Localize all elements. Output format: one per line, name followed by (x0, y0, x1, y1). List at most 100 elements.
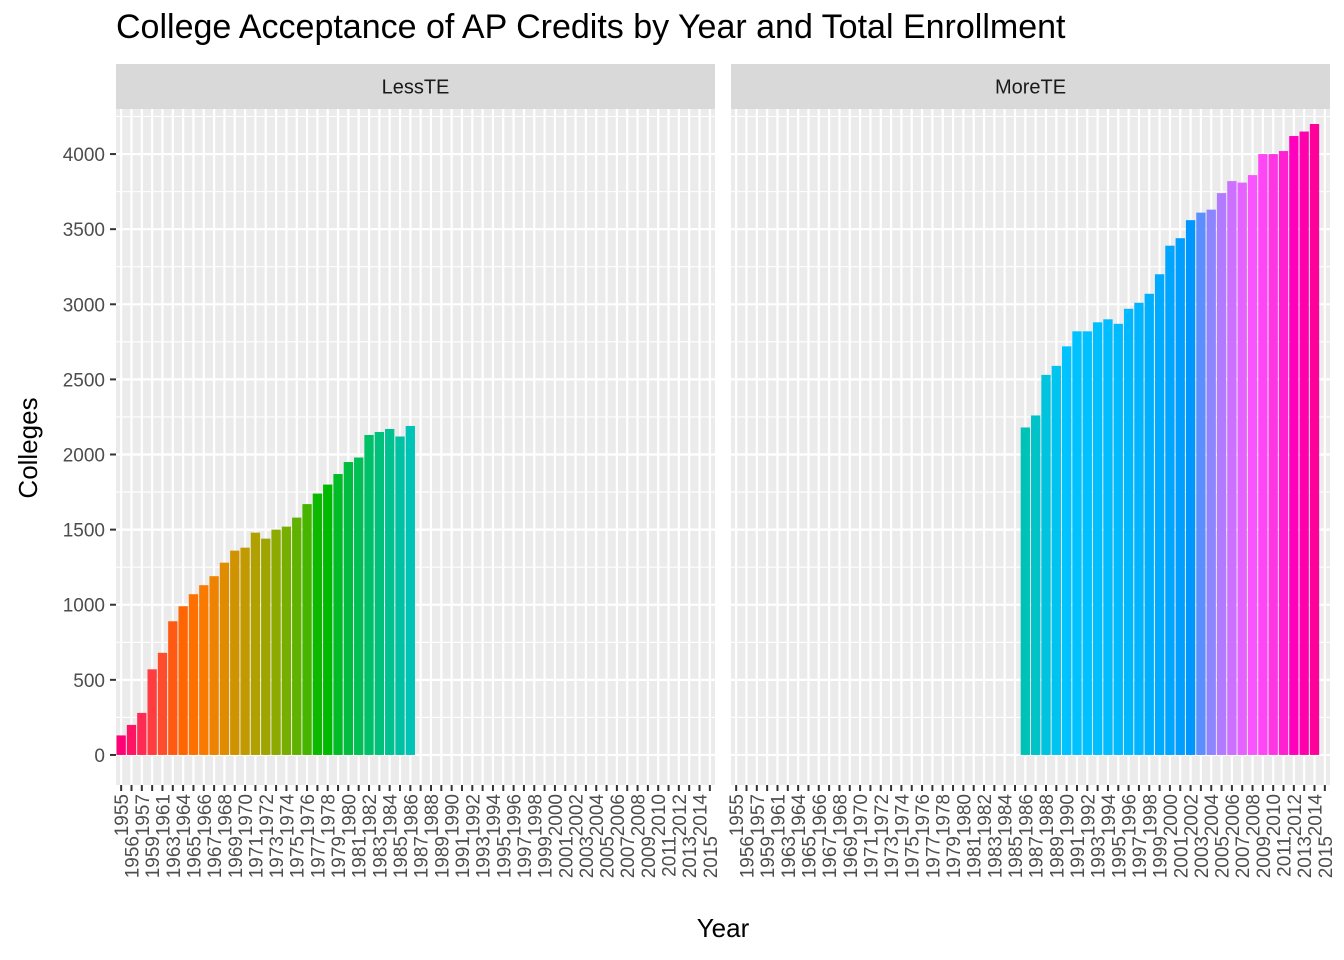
bar-morete-1990 (1061, 346, 1072, 755)
x-tick-label: 2009 (639, 836, 660, 878)
bar-lesste-1955 (116, 735, 126, 755)
bar-morete-2014 (1309, 124, 1320, 755)
y-tick-label: 1500 (63, 521, 105, 542)
bar-morete-2010 (1268, 154, 1278, 755)
x-tick-label: 1965 (184, 836, 205, 878)
x-tick-label: 1977 (923, 836, 944, 878)
x-tick-label: 1969 (226, 836, 247, 878)
x-tick-label: 1970 (851, 794, 872, 836)
x-tick-label: 1983 (985, 836, 1006, 878)
x-tick-label: 1957 (748, 794, 769, 836)
bar-lesste-1979 (333, 474, 343, 755)
bar-morete-2011 (1278, 151, 1289, 755)
bar-lesste-1957 (137, 712, 147, 755)
bar-morete-2003 (1196, 212, 1206, 755)
x-tick-label: 1994 (1099, 794, 1120, 837)
x-tick-label: 1993 (1089, 836, 1110, 878)
bar-morete-2000 (1165, 245, 1175, 755)
x-tick-label: 1986 (1016, 794, 1037, 836)
facet-strip (116, 64, 715, 109)
x-tick-label: 2001 (1171, 836, 1192, 878)
bar-morete-1987 (1031, 415, 1041, 755)
bar-morete-1994 (1103, 319, 1113, 755)
x-tick-label: 2013 (680, 836, 701, 878)
x-tick-label: 2014 (1306, 794, 1327, 837)
x-tick-label: 1972 (872, 794, 893, 836)
x-tick-label: 2007 (1233, 836, 1254, 878)
x-tick-label: 1961 (153, 794, 174, 836)
x-tick-label: 2000 (546, 794, 567, 836)
bar-lesste-1973 (271, 529, 281, 755)
x-tick-label: 1964 (789, 794, 810, 837)
bar-lesste-1956 (126, 724, 137, 755)
x-tick-label: 1988 (1037, 794, 1058, 836)
x-tick-label: 1996 (1120, 794, 1141, 836)
x-tick-label: 1994 (484, 794, 505, 837)
bar-morete-1997 (1134, 302, 1144, 755)
bar-lesste-1969 (230, 550, 240, 755)
bar-lesste-1980 (343, 462, 354, 755)
bar-lesste-1978 (323, 484, 333, 755)
x-tick-label: 2013 (1295, 836, 1316, 878)
x-tick-label: 1983 (370, 836, 391, 878)
x-tick-label: 2003 (577, 836, 598, 878)
x-tick-label: 1996 (505, 794, 526, 836)
bar-morete-2013 (1299, 131, 1309, 755)
x-tick-label: 1997 (1130, 836, 1151, 878)
facet-panel-morete: MoreTE1955195619571959196119631964196519… (727, 64, 1337, 878)
bar-lesste-1975 (292, 517, 302, 755)
x-tick-label: 2003 (1192, 836, 1213, 878)
x-axis-title: Year (697, 913, 750, 943)
bar-lesste-1965 (188, 594, 199, 755)
x-tick-label: 1973 (267, 836, 288, 878)
x-tick-label: 1967 (205, 836, 226, 878)
x-tick-label: 2012 (1285, 794, 1306, 836)
x-tick-label: 1955 (112, 794, 133, 836)
x-tick-label: 1982 (360, 794, 381, 836)
x-tick-label: 1999 (1151, 836, 1172, 878)
x-tick-label: 1998 (525, 794, 546, 836)
y-tick-label: 3500 (63, 220, 105, 241)
x-tick-label: 1973 (882, 836, 903, 878)
x-tick-label: 1987 (1027, 836, 1048, 878)
y-tick-label: 0 (94, 746, 105, 767)
x-tick-label: 1995 (1109, 836, 1130, 878)
x-tick-label: 1968 (215, 794, 236, 836)
x-tick-label: 1974 (277, 794, 298, 837)
y-tick-label: 500 (73, 671, 105, 692)
x-tick-label: 1974 (892, 794, 913, 837)
x-tick-label: 1972 (257, 794, 278, 836)
bar-lesste-1971 (250, 532, 261, 755)
x-tick-label: 1963 (164, 836, 185, 878)
x-tick-label: 1959 (758, 836, 779, 878)
x-tick-label: 1991 (453, 836, 474, 878)
y-tick-label: 3000 (63, 295, 105, 316)
bar-morete-1999 (1154, 274, 1165, 755)
bar-morete-1988 (1041, 374, 1051, 755)
bar-lesste-1967 (209, 576, 219, 755)
x-tick-label: 1965 (799, 836, 820, 878)
x-tick-label: 2015 (701, 836, 722, 878)
x-tick-label: 1959 (143, 836, 164, 878)
x-tick-label: 1964 (174, 794, 195, 837)
x-tick-label: 1975 (288, 836, 309, 878)
x-tick-label: 2004 (1202, 794, 1223, 837)
x-tick-label: 1986 (401, 794, 422, 836)
bar-morete-2009 (1258, 154, 1268, 755)
x-tick-label: 1992 (1078, 794, 1099, 836)
x-tick-label: 2000 (1161, 794, 1182, 836)
x-tick-label: 1989 (1047, 836, 1068, 878)
y-axis-title: Colleges (13, 397, 43, 498)
y-tick-label: 1000 (63, 596, 105, 617)
x-tick-label: 1968 (830, 794, 851, 836)
x-tick-label: 1969 (841, 836, 862, 878)
bar-lesste-1981 (354, 457, 364, 755)
bar-morete-2007 (1237, 182, 1247, 755)
x-tick-label: 1977 (308, 836, 329, 878)
x-tick-label: 1966 (195, 794, 216, 836)
bar-morete-2004 (1206, 209, 1216, 755)
bar-morete-2012 (1289, 136, 1299, 755)
bar-lesste-1961 (157, 652, 168, 755)
x-tick-label: 1979 (329, 836, 350, 878)
x-tick-label: 2006 (1223, 794, 1244, 836)
